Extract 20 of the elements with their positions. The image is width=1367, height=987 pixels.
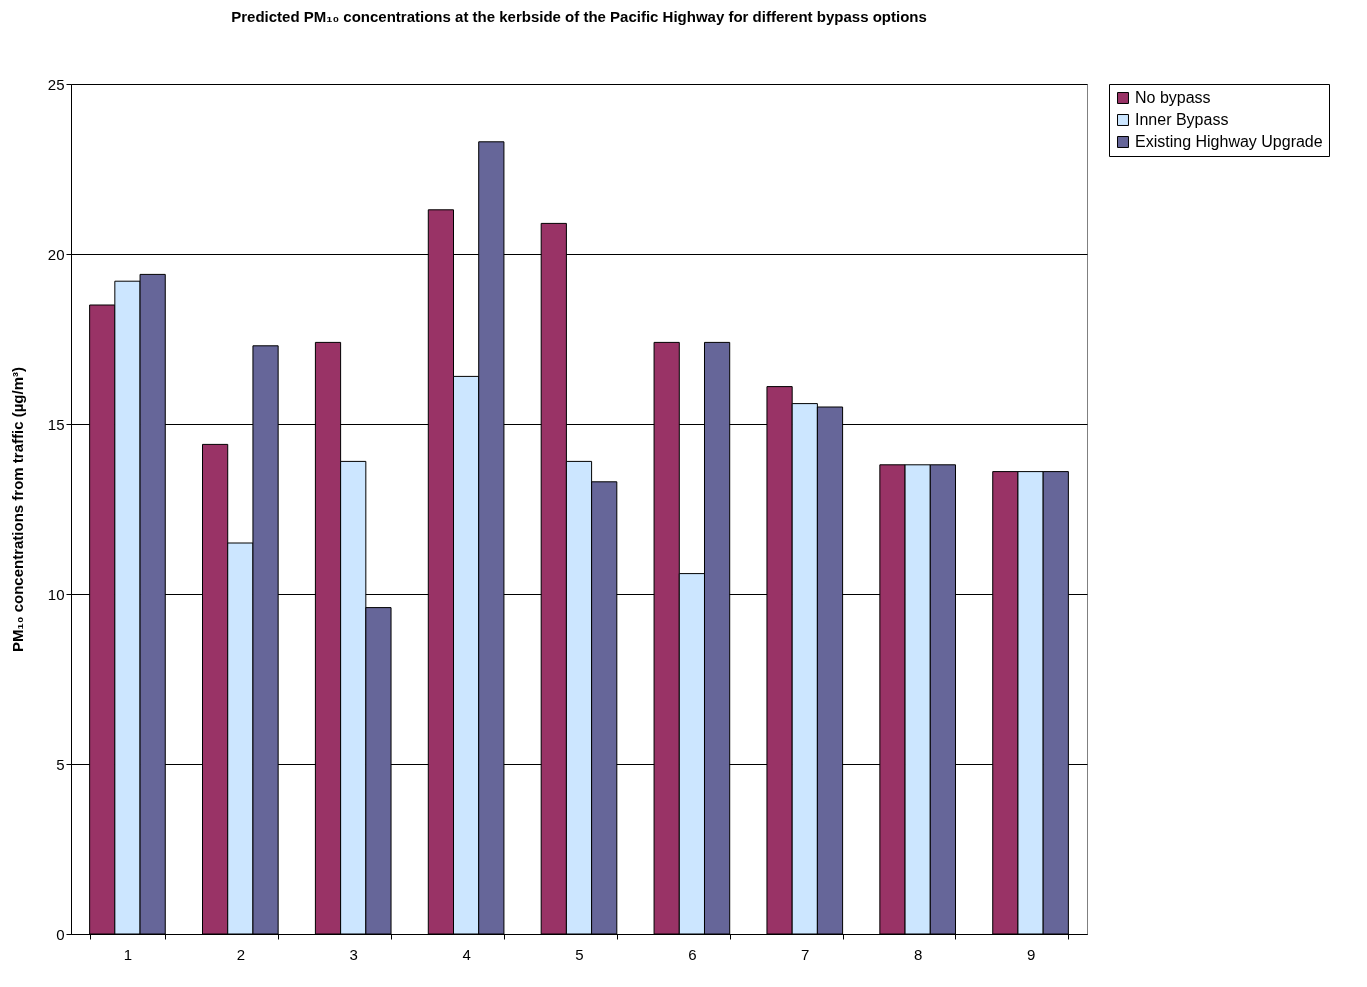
y-tick-label: 20: [47, 245, 65, 263]
x-tick-label: 8: [913, 945, 923, 963]
y-tick-label: 15: [47, 415, 65, 433]
x-tick-label: 5: [575, 945, 584, 963]
legend-label: Inner Bypass: [1135, 111, 1229, 128]
x-tick-label: 3: [349, 945, 358, 963]
x-tick-label: 1: [123, 945, 133, 963]
x-tick-label: 7: [801, 945, 810, 963]
y-tick-label: 0: [56, 925, 65, 943]
legend-label: No bypass: [1135, 89, 1211, 106]
y-tick-label: 25: [47, 75, 65, 93]
x-tick-label: 6: [688, 945, 697, 963]
y-tick-label: 5: [56, 755, 65, 773]
chart-title: Predicted PM₁₀ concentrations at the kerbside of the Pacific Highway for different bypass options: [231, 8, 927, 25]
y-axis-title: PM₁₀ concentrations from traffic (µg/m³): [8, 367, 26, 652]
legend-label: Existing Highway Upgrade: [1135, 133, 1323, 150]
y-tick-label: 10: [47, 585, 65, 603]
x-tick-label: 4: [462, 945, 471, 963]
x-tick-label: 2: [236, 945, 246, 963]
x-tick-label: 9: [1026, 945, 1036, 963]
